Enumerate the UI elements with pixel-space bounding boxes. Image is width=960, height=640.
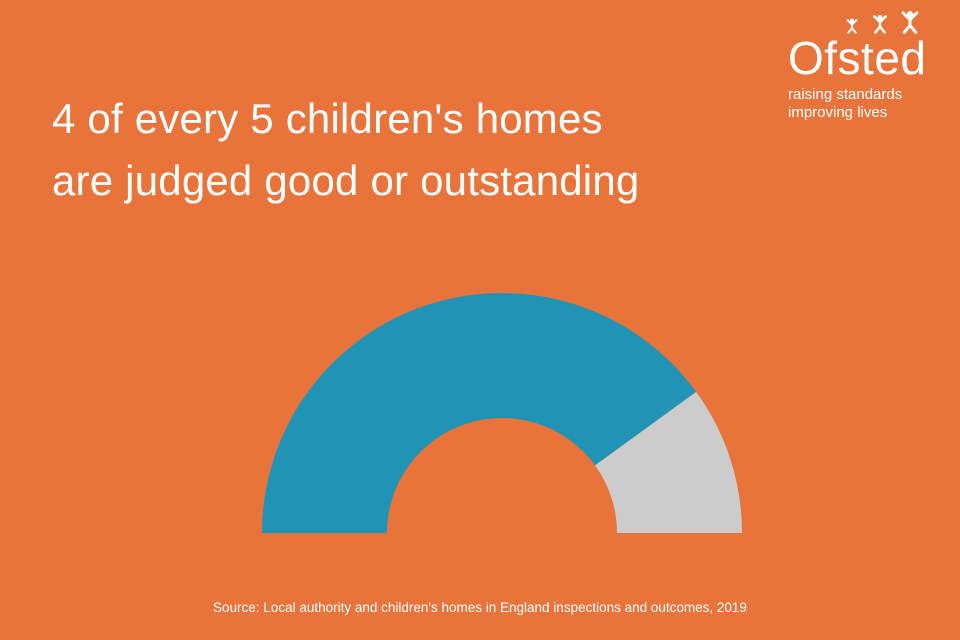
page-title-line1: 4 of every 5 children's homes — [52, 95, 603, 142]
gauge-segment-other — [595, 391, 742, 533]
page-title-line2: are judged good or outstanding — [52, 157, 640, 204]
page-title: 4 of every 5 children's homes are judged… — [52, 88, 639, 212]
ofsted-wordmark: Ofsted — [788, 32, 927, 84]
ofsted-tagline: raising standards improving lives — [788, 86, 938, 122]
source-caption: Source: Local authority and children's h… — [213, 600, 747, 615]
ofsted-logo: Ofsted raising standards improving lives — [788, 10, 938, 122]
ofsted-people-icon — [846, 10, 919, 34]
gauge-segment-good — [262, 293, 697, 533]
gauge-chart — [262, 293, 742, 533]
ofsted-tagline-line1: raising standards — [788, 86, 903, 103]
ofsted-tagline-line2: improving lives — [788, 104, 888, 121]
